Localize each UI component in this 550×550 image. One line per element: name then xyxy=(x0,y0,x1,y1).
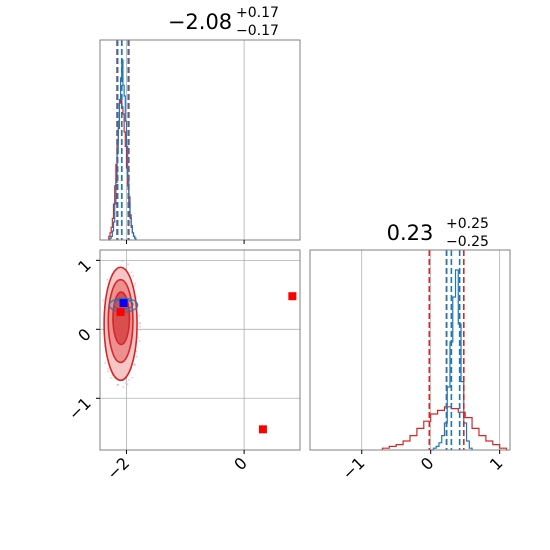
sample-point xyxy=(134,282,137,285)
sample-point xyxy=(117,383,120,386)
sample-point xyxy=(104,361,107,364)
title-value-0: −2.08 xyxy=(168,10,232,34)
x-tick-label-param1-0: −1 xyxy=(338,453,368,483)
histogram-param-0-panel xyxy=(99,39,301,244)
x-tick-label-param0-1: 0 xyxy=(230,453,251,474)
x-tick-label-param1-2: 1 xyxy=(486,453,507,474)
hist0-blue-series xyxy=(108,59,137,241)
scatter-2d-panel xyxy=(96,249,301,454)
sample-point xyxy=(139,325,142,328)
title-param-0: −2.08 +0.17 −0.17 xyxy=(168,5,279,39)
y-tick-label-param1-0: −1 xyxy=(65,394,95,424)
y-tick-label-param1-1: 0 xyxy=(74,325,95,346)
sample-point xyxy=(109,376,112,379)
title-upper-1: +0.25 xyxy=(446,216,489,232)
hist0-frame xyxy=(99,39,301,241)
sample-point xyxy=(137,336,139,339)
sample-point xyxy=(102,299,105,302)
sample-point xyxy=(107,370,109,373)
sample-point xyxy=(124,381,127,384)
sample-point xyxy=(106,278,109,281)
sample-point xyxy=(135,355,138,358)
sample-point xyxy=(135,350,138,353)
sample-point xyxy=(130,271,133,274)
sample-point xyxy=(138,314,141,317)
histogram-param-1-panel xyxy=(309,249,511,454)
sample-point xyxy=(139,328,142,331)
title-lower-1: −0.25 xyxy=(446,234,489,250)
sample-point xyxy=(121,260,124,263)
sample-point xyxy=(138,321,141,324)
title-value-1: 0.23 xyxy=(387,221,434,245)
sample-point xyxy=(107,368,109,370)
sample-point xyxy=(138,340,141,342)
marker-1 xyxy=(116,308,125,317)
sample-point xyxy=(126,383,129,386)
hist1-red-series xyxy=(381,406,508,450)
marker-2 xyxy=(288,292,297,301)
sample-point xyxy=(133,284,136,287)
sample-point xyxy=(122,386,125,388)
sample-point xyxy=(130,376,133,379)
titles: −2.08 +0.17 −0.17 0.23 +0.25 −0.25 xyxy=(168,5,489,250)
title-upper-0: +0.17 xyxy=(236,5,279,21)
sample-point xyxy=(132,274,134,277)
hist1-blue-series xyxy=(430,269,473,451)
hist1-frame xyxy=(309,249,511,451)
x-tick-label-param1-1: 0 xyxy=(417,453,438,474)
sample-point xyxy=(133,363,136,366)
marker-0 xyxy=(119,299,128,308)
marker-3 xyxy=(258,425,267,434)
title-lower-0: −0.17 xyxy=(236,23,279,39)
y-tick-label-param1-2: 1 xyxy=(74,256,95,277)
title-param-1: 0.23 +0.25 −0.25 xyxy=(387,216,489,250)
sample-point xyxy=(127,263,129,266)
sample-point xyxy=(128,379,130,381)
x-tick-label-param0-0: −2 xyxy=(103,453,133,483)
scatter-frame xyxy=(99,249,301,451)
